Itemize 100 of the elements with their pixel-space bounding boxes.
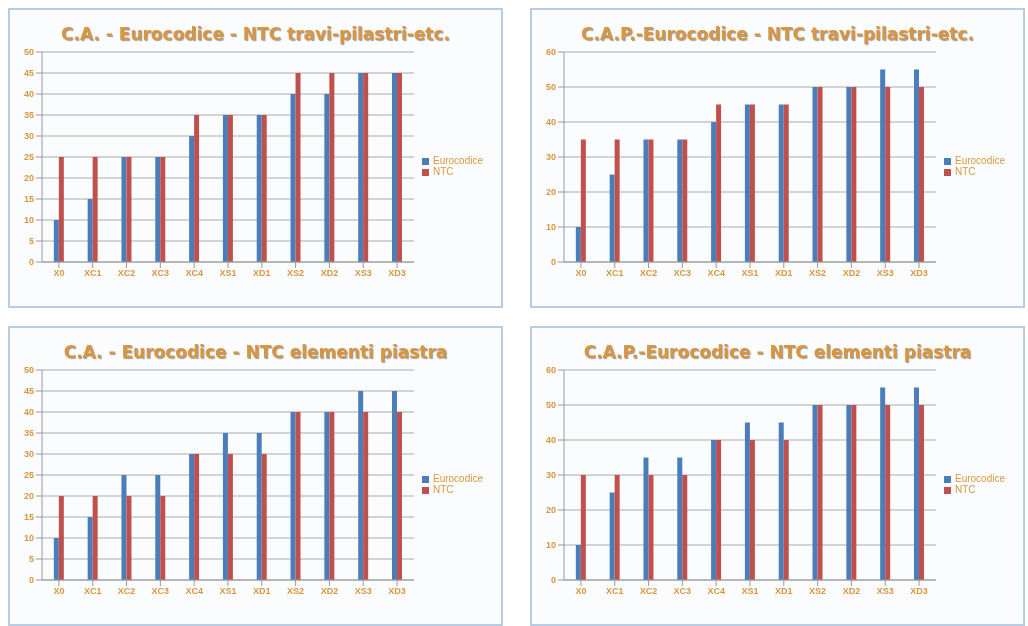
bar — [391, 391, 397, 580]
y-tick-label: 0 — [28, 257, 34, 268]
bar — [396, 73, 402, 262]
bar — [53, 220, 59, 262]
x-tick-label: XD1 — [253, 586, 271, 597]
bar — [295, 412, 301, 580]
bar — [261, 115, 267, 262]
y-tick-label: 20 — [545, 187, 556, 198]
x-tick-label: XD2 — [320, 268, 339, 279]
x-tick-label: XC4 — [185, 268, 203, 279]
y-tick-label: 30 — [545, 470, 556, 481]
y-tick-label: 10 — [23, 533, 34, 544]
bar — [614, 139, 620, 262]
y-tick-label: 20 — [23, 173, 34, 184]
legend-label: NTC — [432, 166, 454, 177]
bar — [648, 139, 654, 262]
bar — [290, 412, 296, 580]
bar — [913, 69, 919, 262]
bar — [744, 104, 750, 262]
legend-label: Eurocodice — [954, 473, 1005, 484]
y-tick-label: 0 — [28, 575, 34, 586]
bar — [609, 492, 615, 580]
x-tick-label: XC4 — [707, 268, 725, 279]
bar — [918, 87, 924, 262]
y-tick-label: 40 — [545, 117, 556, 128]
x-tick-label: XC3 — [151, 586, 170, 597]
y-tick-label: 30 — [23, 449, 34, 460]
x-tick-label: XC2 — [639, 268, 658, 279]
x-tick-label: XS2 — [809, 268, 827, 279]
y-tick-label: 10 — [23, 215, 34, 226]
bar — [358, 391, 364, 580]
bar — [812, 405, 818, 580]
bar — [261, 454, 267, 580]
x-tick-label: XD3 — [910, 268, 928, 279]
bar — [194, 454, 200, 580]
bar — [126, 157, 132, 262]
bar — [851, 87, 857, 262]
bar — [817, 405, 823, 580]
bar — [256, 433, 262, 580]
bar — [812, 87, 818, 262]
x-tick-label: X0 — [575, 268, 587, 279]
bar — [160, 496, 166, 580]
y-tick-label: 10 — [545, 222, 556, 233]
x-tick-label: XC1 — [83, 268, 102, 279]
bar — [155, 157, 161, 262]
bar — [575, 227, 581, 262]
bar — [749, 440, 755, 580]
bar — [256, 115, 262, 262]
y-tick-label: 30 — [23, 131, 34, 142]
bar — [87, 517, 93, 580]
y-tick-label: 35 — [23, 110, 34, 121]
bar — [92, 157, 98, 262]
x-tick-label: XD1 — [775, 268, 793, 279]
bar — [716, 104, 722, 262]
x-tick-label: XS3 — [354, 268, 372, 279]
bar — [880, 387, 886, 580]
bar — [358, 73, 364, 262]
bar — [614, 475, 620, 580]
bar — [575, 545, 581, 580]
bar — [643, 139, 649, 262]
bar — [126, 496, 132, 580]
bar — [744, 422, 750, 580]
x-tick-label: XS3 — [876, 268, 894, 279]
bar — [87, 199, 93, 262]
y-tick-label: 50 — [23, 365, 34, 376]
bar — [121, 157, 127, 262]
x-tick-label: XS3 — [354, 586, 372, 597]
legend-label: NTC — [954, 484, 976, 495]
y-tick-label: 0 — [550, 257, 556, 268]
legend-label: Eurocodice — [432, 473, 483, 484]
y-tick-label: 25 — [23, 152, 34, 163]
x-tick-label: XD3 — [388, 268, 406, 279]
y-tick-label: 20 — [23, 491, 34, 502]
bar — [885, 87, 891, 262]
bar — [913, 387, 919, 580]
y-tick-label: 50 — [545, 400, 556, 411]
x-tick-label: XC1 — [605, 268, 624, 279]
y-tick-label: 60 — [545, 47, 556, 58]
bar — [677, 139, 683, 262]
bar — [783, 104, 789, 262]
bar — [880, 69, 886, 262]
x-tick-label: XS1 — [219, 268, 237, 279]
bar — [324, 412, 330, 580]
bar — [396, 412, 402, 580]
y-tick-label: 45 — [23, 386, 34, 397]
bar — [92, 496, 98, 580]
bar — [222, 433, 228, 580]
x-tick-label: XD2 — [842, 268, 861, 279]
bar — [189, 454, 195, 580]
x-tick-label: XD3 — [910, 586, 928, 597]
y-tick-label: 60 — [545, 365, 556, 376]
bar — [682, 475, 688, 580]
x-tick-label: XC2 — [639, 586, 658, 597]
chart-title: C.A.P.-Eurocodice - NTC travi-pilastri-etc. — [580, 24, 975, 44]
x-tick-label: XS1 — [741, 586, 759, 597]
y-tick-label: 0 — [550, 575, 556, 586]
bar — [846, 87, 852, 262]
bar — [711, 122, 717, 262]
x-tick-label: XS3 — [876, 586, 894, 597]
x-tick-label: XC1 — [83, 586, 102, 597]
